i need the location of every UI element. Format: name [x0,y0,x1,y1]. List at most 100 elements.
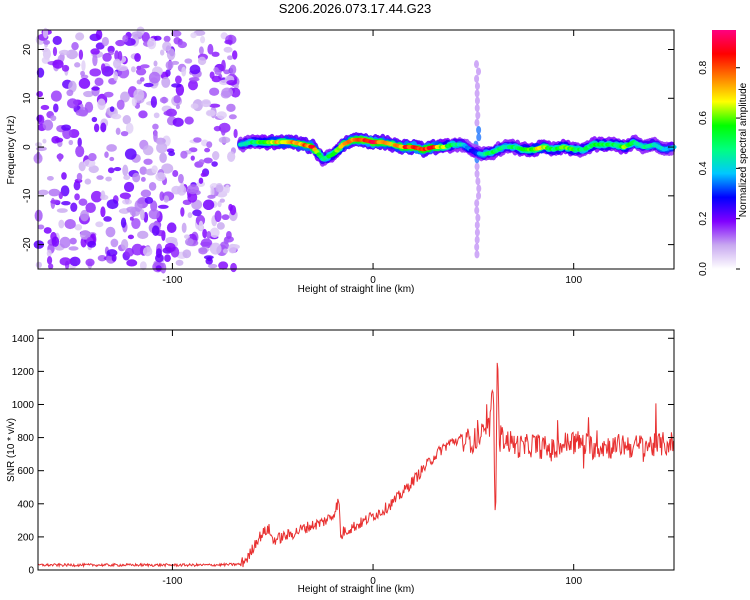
noise-blob [56,208,68,213]
noise-blob [224,184,230,194]
noise-blob [184,238,194,246]
noise-blob [228,114,237,120]
spike-blob [475,111,481,120]
noise-blob [113,166,122,172]
noise-blob [141,31,150,43]
y-tick-label: 20 [22,44,33,56]
noise-blob [37,189,49,196]
noise-blob [103,91,114,98]
noise-blob [122,199,133,205]
noise-blob [184,58,193,64]
noise-blob [192,209,202,217]
noise-blob [181,66,187,77]
snr-y-ticks: 0 200 400 600 800 1000 1200 1400 [12,334,674,577]
noise-blob [164,242,176,253]
noise-blob [207,194,216,199]
noise-blob [131,31,143,38]
noise-blob [112,58,122,69]
spike-blob [474,199,480,208]
noise-blob [124,148,137,160]
y-tick-label: -20 [22,237,33,252]
noise-blob [129,216,134,221]
noise-blob [75,109,88,117]
y-tick-label: 400 [17,499,34,510]
spike-blob [474,221,480,230]
noise-blob [160,49,165,56]
noise-blob [52,46,58,57]
colorbar: 0.0 0.2 0.4 0.6 0.8 Normalized spectral ampl… [698,30,749,276]
noise-blob [73,180,81,191]
snr-panel: -100 0 100 0 200 400 600 800 1000 1200 1400 Heigh… [6,329,675,595]
spectrogram-x-axis-label: Height of straight line (km) [298,284,415,295]
noise-blob [90,190,103,203]
noise-blob [134,53,141,62]
noise-blob [206,141,213,149]
noise-blob [102,52,112,62]
spike-blob [474,118,480,127]
noise-blob [123,181,135,193]
noise-blob [209,227,220,238]
noise-blob [226,230,232,240]
noise-blob [42,119,54,131]
noise-blob [142,246,153,257]
noise-blob [221,214,230,221]
noise-blob [206,231,212,239]
noise-blob [84,101,94,113]
noise-blob [122,34,129,43]
noise-blob [163,110,173,116]
noise-blob [143,158,153,165]
noise-blob [175,259,184,266]
noise-blob [171,185,182,195]
noise-blob [214,210,222,223]
noise-blob [187,79,199,91]
noise-blob [37,114,45,125]
spike-blob [474,169,480,178]
spike-blob [473,60,479,69]
noise-blob [37,224,45,230]
noise-blob [159,152,167,164]
noise-blob [64,218,76,230]
noise-blob [61,201,71,206]
noise-blob [139,77,145,82]
noise-blob [156,142,168,154]
noise-blob [221,87,234,98]
colorbar-label: Normalized spectral amplitude [738,82,749,217]
noise-blob [111,254,117,262]
spike-blob [474,243,480,252]
noise-blob [87,240,97,248]
spectrogram-x-ticks: -100 0 100 [162,30,582,286]
y-tick-label: 800 [17,433,34,444]
noise-blob [206,256,213,262]
colorbar-tick-label: 0.6 [698,111,709,125]
noise-blob [58,49,71,56]
spike-blob [476,133,482,142]
noise-blob [232,50,238,60]
noise-blob [190,32,197,39]
noise-blob [137,230,149,239]
noise-blob [175,75,182,84]
noise-blob [153,60,158,67]
noise-blob [142,145,154,156]
noise-blob [51,236,60,247]
noise-blob [42,138,47,144]
noise-blob [60,185,70,197]
noise-blob [226,79,238,86]
noise-blob [202,228,208,239]
noise-blob [50,90,62,102]
noise-blob [48,188,61,197]
noise-blob [203,157,213,164]
spike-blob [474,162,480,171]
noise-blob [80,209,90,222]
noise-blob [159,97,169,104]
noise-blob [220,126,226,136]
noise-blob [172,169,179,178]
noise-blob [88,153,97,162]
noise-blob [42,27,49,39]
noise-blob [94,77,104,87]
noise-blob [35,261,43,269]
noise-blob [68,139,74,146]
noise-blob [144,196,154,204]
noise-blob [187,184,199,195]
spike-blob [474,235,480,244]
noise-blob [190,103,199,109]
